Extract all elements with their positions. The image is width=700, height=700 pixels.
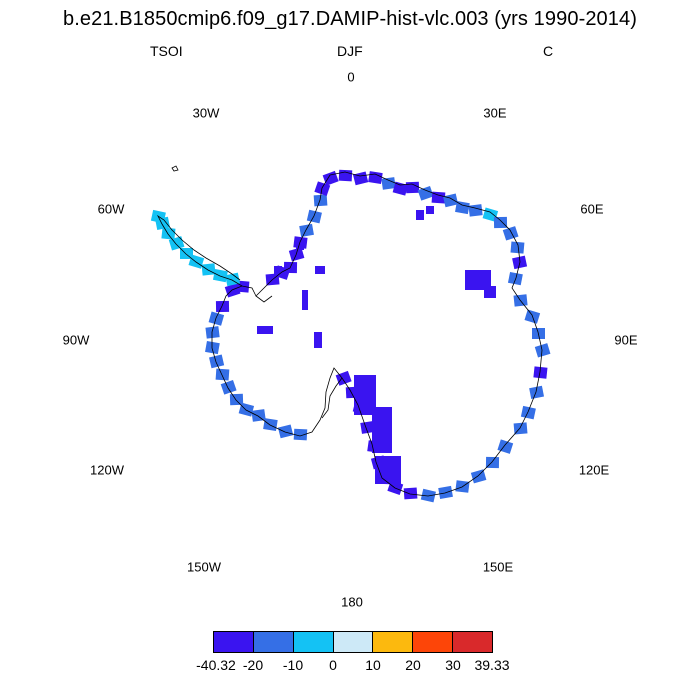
colorbar-label: 10 — [365, 657, 381, 673]
temperature-cell — [161, 227, 176, 240]
temperature-cell — [502, 226, 519, 241]
temperature-cell — [263, 418, 278, 432]
temperature-cell — [368, 171, 383, 185]
temperature-cell — [534, 343, 551, 358]
temperature-cell — [493, 216, 508, 229]
temperature-cell — [293, 428, 308, 441]
temperature-cell — [201, 263, 216, 276]
colorbar-swatch — [253, 632, 294, 652]
temperature-cell — [426, 206, 434, 214]
temperature-cell — [455, 201, 470, 215]
temperature-cell — [314, 332, 322, 348]
temperature-cell — [208, 311, 225, 326]
temperature-cell — [354, 375, 376, 415]
lon-label-30e: 30E — [483, 105, 507, 121]
temperature-cell — [470, 469, 487, 484]
colorbar-label: 0 — [329, 657, 337, 673]
temperature-cell — [484, 286, 496, 298]
coastline-path — [211, 171, 543, 497]
peninsula-path — [156, 214, 243, 287]
lon-label-0: 0 — [347, 69, 355, 85]
lon-label-60e: 60E — [580, 201, 604, 217]
units-label: C — [543, 43, 554, 59]
lon-label-120e: 120E — [578, 462, 610, 478]
temperature-cell — [510, 241, 525, 254]
temperature-cell — [209, 354, 225, 369]
temperature-cell — [405, 181, 420, 194]
temperature-cell — [299, 223, 314, 237]
colorbar-swatch — [373, 632, 414, 652]
colorbar-swatch — [293, 632, 334, 652]
colorbar-swatch — [413, 632, 454, 652]
temperature-cell — [229, 393, 244, 406]
ronne-shelf-path — [255, 295, 273, 303]
temperature-cell — [529, 385, 545, 400]
colorbar — [213, 631, 493, 653]
ross-shelf-path — [321, 377, 343, 419]
temperature-cell — [215, 368, 230, 381]
temperature-cell — [220, 379, 237, 395]
temperature-cell — [315, 266, 325, 274]
temperature-cell — [257, 326, 273, 334]
temperature-cell — [360, 420, 375, 434]
temperature-cell — [372, 407, 392, 453]
temperature-cell — [296, 240, 304, 250]
season-label: DJF — [337, 43, 363, 59]
temperature-cell — [338, 169, 353, 182]
colorbar-label: 39.33 — [474, 657, 510, 673]
temperature-cell — [322, 170, 339, 186]
temperature-cells — [150, 169, 551, 503]
temperature-cell — [468, 204, 483, 217]
temperature-cell — [274, 266, 282, 274]
temperature-cell — [381, 177, 396, 190]
temperature-cell — [417, 185, 434, 201]
temperature-cell — [205, 326, 220, 339]
lon-label-150w: 150W — [187, 559, 221, 575]
lon-label-30w: 30W — [192, 105, 220, 121]
temperature-cell — [205, 341, 220, 355]
temperature-cell — [314, 181, 331, 196]
temperature-cell — [416, 210, 424, 220]
lon-label-90e: 90E — [614, 332, 638, 348]
temperature-cell — [180, 248, 193, 259]
temperature-cell — [251, 409, 266, 422]
colorbar-label: -40.32 — [196, 657, 236, 673]
coastline — [156, 165, 543, 497]
temperature-cell — [403, 487, 418, 500]
temperature-cell — [465, 270, 491, 290]
colorbar-label: -10 — [282, 657, 304, 673]
lon-label-60w: 60W — [97, 201, 125, 217]
temperature-cell — [352, 171, 369, 186]
lon-label-120w: 120W — [90, 462, 124, 478]
temperature-cell — [431, 191, 446, 204]
temperature-cell — [392, 181, 409, 196]
lon-label-150e: 150E — [482, 559, 514, 575]
temperature-cell — [443, 193, 459, 208]
island-path — [171, 165, 179, 172]
colorbar-label: 20 — [405, 657, 421, 673]
temperature-cell — [277, 424, 294, 439]
temperature-cell — [313, 194, 328, 207]
colorbar-label: -20 — [242, 657, 264, 673]
temperature-cell — [533, 366, 548, 379]
temperature-cell — [212, 268, 228, 283]
colorbar-swatch — [333, 632, 374, 652]
temperature-cell — [520, 405, 536, 420]
lon-label-180: 180 — [341, 594, 363, 610]
plot-title: b.e21.B1850cmip6.f09_g17.DAMIP-hist-vlc.… — [63, 8, 637, 30]
colorbar-swatch — [453, 632, 493, 652]
lon-label-90w: 90W — [62, 332, 90, 348]
temperature-cell — [306, 209, 322, 224]
colorbar-swatch — [214, 632, 254, 652]
variable-label: TSOI — [150, 43, 183, 59]
temperature-cell — [215, 300, 230, 313]
temperature-cell — [302, 290, 308, 310]
colorbar-label: 30 — [445, 657, 461, 673]
